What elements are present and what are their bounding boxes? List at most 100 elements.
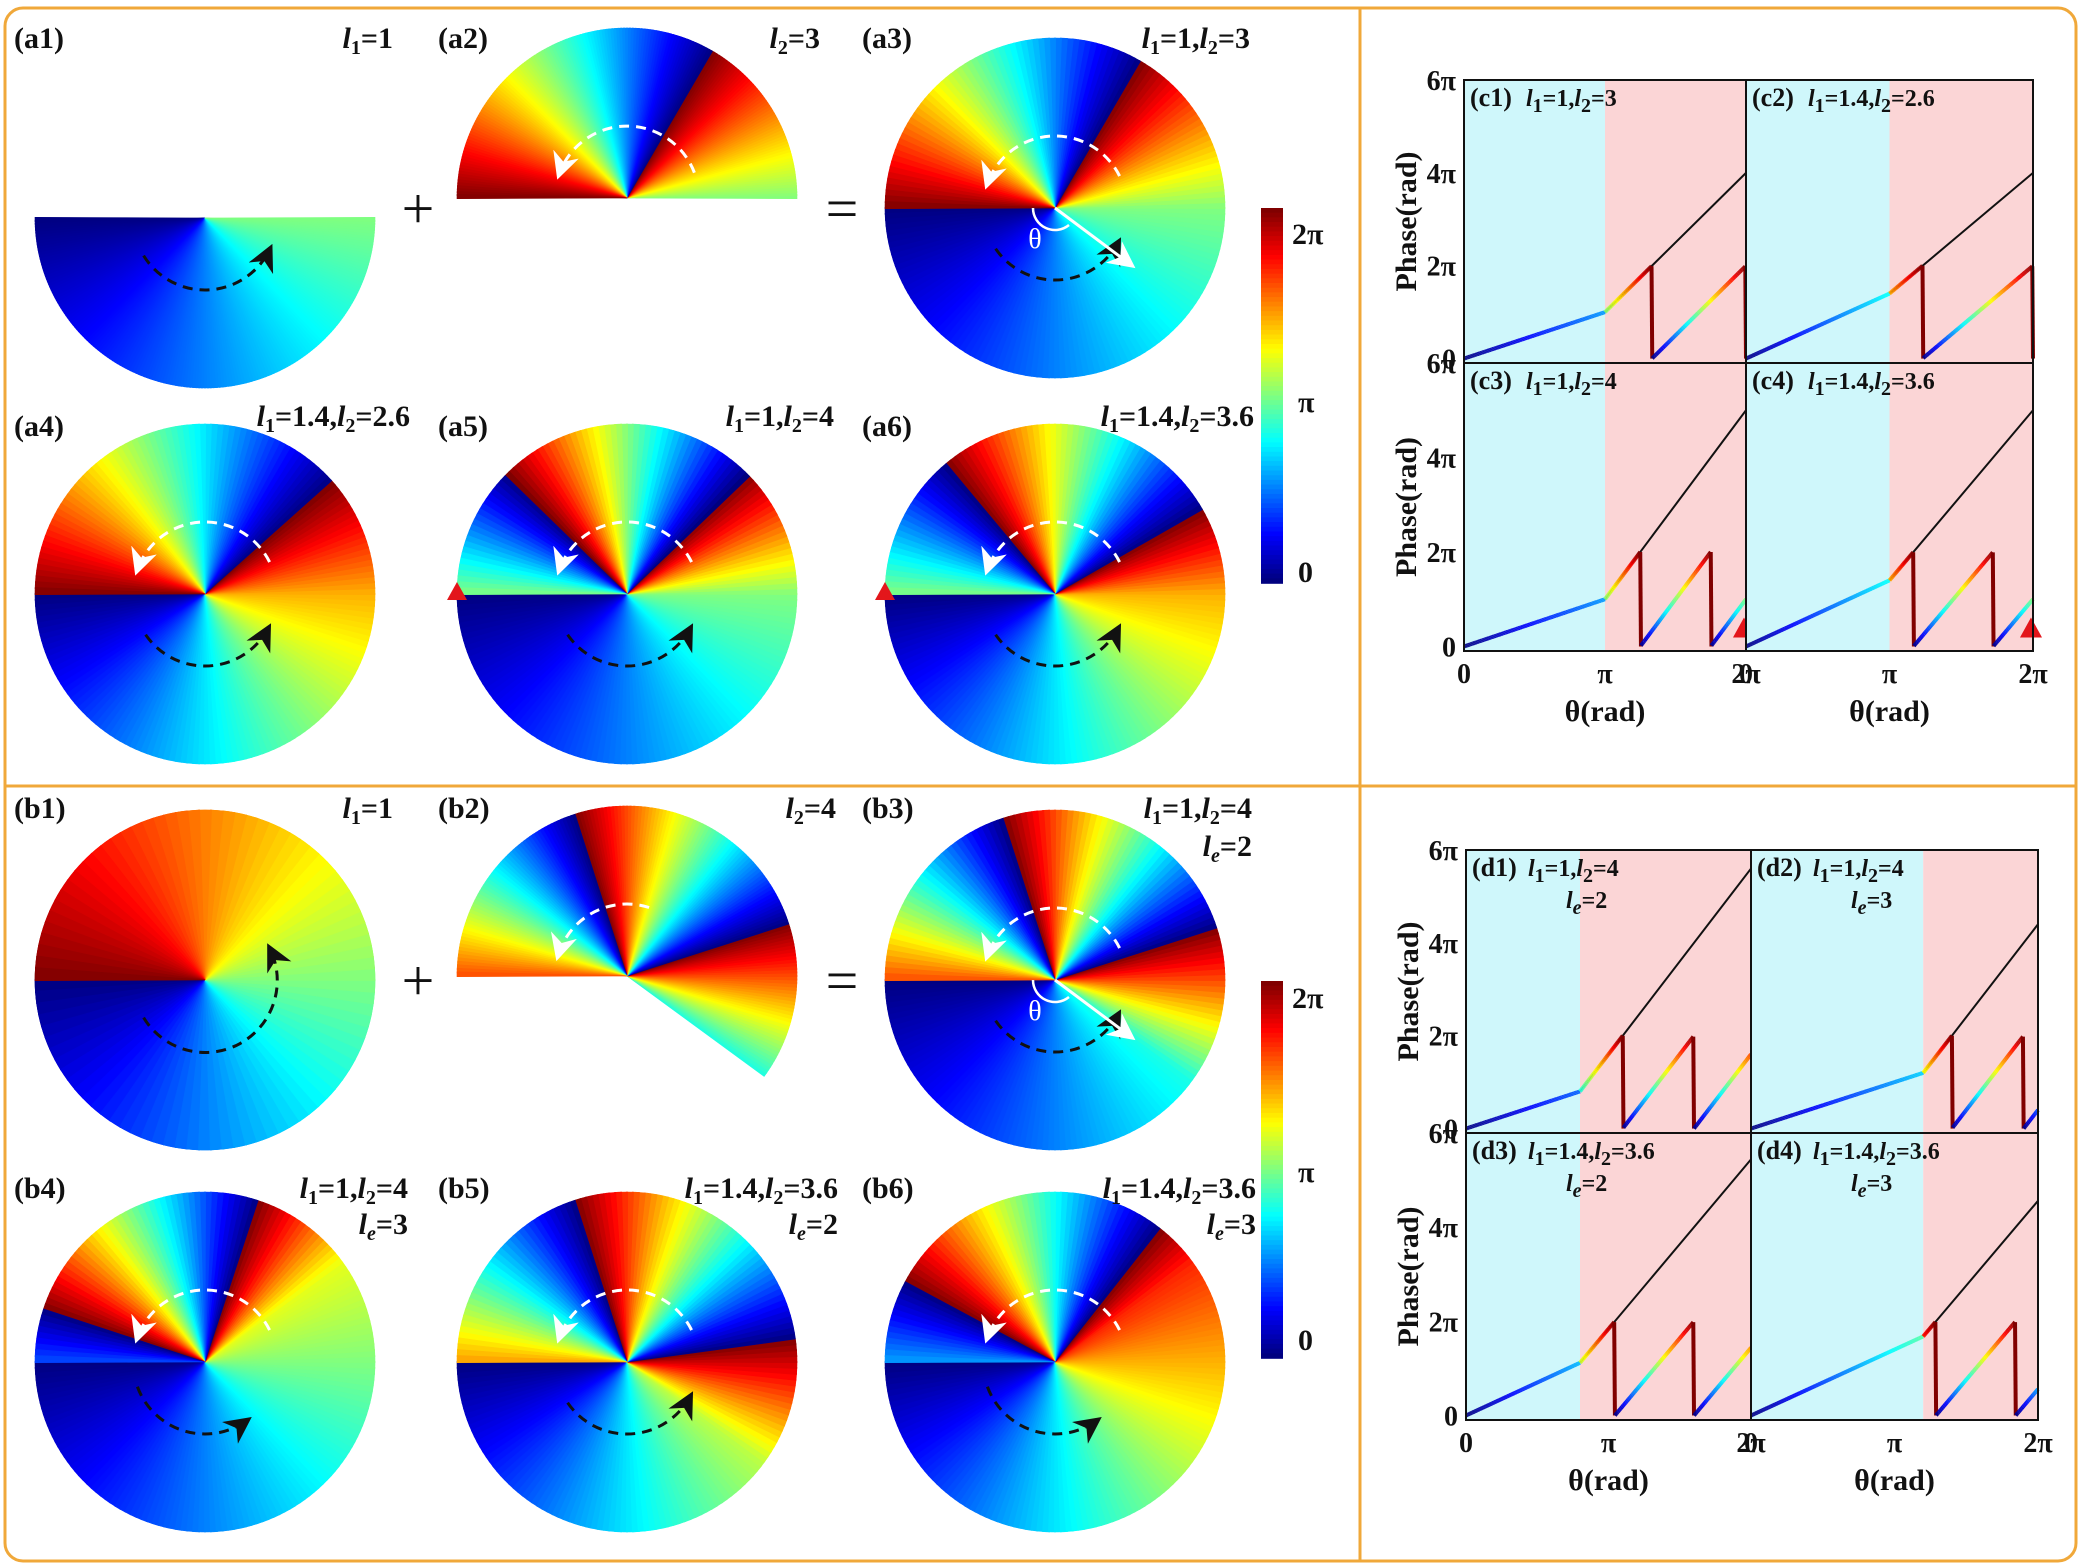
wrapped-phase-segment [1739,1065,1744,1069]
wrapped-phase-segment [1662,345,1666,349]
wrapped-phase-segment [1590,1073,1595,1077]
wrapped-phase-segment [1655,1081,1660,1086]
wrapped-phase-segment [1911,271,1916,276]
wrapped-phase-segment [1940,1046,1945,1050]
wrapped-phase-segment [1933,618,1938,622]
wrapped-phase-segment [1928,1061,1933,1065]
wrapped-phase-segment [1599,1062,1603,1066]
wrapped-phase-segment [1980,306,1985,311]
wrapped-phase-segment [1585,1079,1590,1084]
wrapped-phase-segment [1924,629,1929,633]
wrapped-phase-segment [1603,310,1608,314]
panel-label: (a2) [438,22,488,55]
wrapped-phase-segment [1690,574,1695,578]
wrapped-phase-segment [1650,356,1655,360]
wrapped-phase-segment [1975,1093,1980,1098]
wrapped-phase-segment [1697,565,1702,570]
wrapped-phase-segment [1640,641,1645,645]
colorbar-segment [1261,1292,1283,1298]
wrapped-phase-segment [1959,323,1964,328]
wrapped-phase-segment [1659,347,1664,351]
panel-params-le: le=2 [1203,830,1252,867]
wrapped-phase-segment [1898,282,1902,287]
wrapped-phase-segment [1919,635,1924,639]
colorbar-segment [1261,395,1283,401]
wrapped-phase-segment [1619,575,1624,579]
theta-label: θ [1028,224,1041,255]
wrapped-phase-segment [1670,1062,1675,1066]
wrapped-phase-segment [2016,276,2020,280]
wrapped-phase-segment [1614,298,1619,303]
wrapped-phase-segment [2013,618,2018,622]
wrapped-phase-segment [1726,280,1731,285]
wrapped-phase-segment [1672,1059,1677,1063]
wrapped-phase-segment [1701,1114,1706,1118]
wrapped-phase-segment [1938,342,1942,346]
wrapped-phase-segment [1609,589,1613,593]
panel-label: (a5) [438,410,488,443]
wrapped-phase-segment [1986,556,1991,560]
wrapped-phase-segment [1583,1082,1588,1087]
wrapped-phase-segment [1970,574,1975,579]
wrapped-phase-segment [2022,1126,2026,1130]
wrapped-phase-segment [1888,290,1893,295]
wrapped-phase-segment [1737,606,1742,610]
plus-sign-b: + [402,948,435,1013]
colorbar-segment [1261,297,1283,303]
wrapped-phase-segment [1720,1090,1725,1094]
wrapped-phase-segment [1633,1109,1638,1114]
wrapped-phase-segment [1613,582,1618,587]
wrapped-phase-segment [1741,600,1746,605]
wrapped-phase-segment [1727,1080,1732,1085]
colorbar-segment [1261,1018,1283,1025]
wrapped-phase-segment [1676,330,1681,334]
wrapped-phase-segment [2029,1116,2034,1120]
wrapped-phase-segment [1923,354,1927,359]
wrapped-phase-segment [2006,284,2010,289]
wrapped-phase-segment [1643,1096,1648,1101]
wrapped-phase-segment [1912,270,1916,275]
colorbar-segment [1261,545,1283,551]
wrapped-phase-segment [1948,600,1953,604]
wrapped-phase-segment [1926,352,1930,356]
wrapped-phase-segment [1681,325,1686,330]
wrapped-phase-segment [1661,1074,1665,1078]
wrapped-phase-segment [1592,1070,1597,1075]
wrapped-phase-segment [1623,569,1628,574]
wrapped-phase-segment [1656,1079,1661,1084]
wrapped-phase-segment [1987,1078,1992,1082]
wrapped-phase-segment [1718,289,1723,293]
wrapped-phase-segment [1622,571,1627,575]
colorbar-segment [1261,292,1283,298]
wrapped-phase-segment [1951,597,1955,602]
wrapped-phase-segment [1964,319,1969,324]
wrapped-phase-segment [1970,1100,1975,1104]
wrapped-phase-segment [1678,591,1683,595]
wrapped-phase-segment [1581,1085,1586,1089]
wrapped-phase-segment [1915,268,1919,273]
wrapped-phase-segment [1608,1050,1613,1054]
wrapped-phase-segment [1953,1122,1958,1127]
phase-wrap-jump [1649,266,1655,359]
wrapped-phase-segment [1642,271,1646,276]
colorbar-segment [1261,325,1283,331]
panel-params: l1=1,l2=4 [726,400,834,437]
wrapped-phase-segment [1991,1072,1996,1076]
wrapped-phase-segment [1669,602,1674,607]
colorbar-segment [1261,1051,1283,1058]
wrapped-phase-segment [1916,267,1921,271]
colorbar-segment [1261,1202,1283,1208]
colorbar-segment [1261,456,1283,462]
wrapped-phase-segment [2002,1058,2007,1063]
wrapped-phase-segment [1953,1121,1958,1126]
wrapped-phase-segment [1663,1071,1668,1075]
wrapped-phase-segment [1952,596,1957,600]
wrapped-phase-segment [2000,290,2004,294]
wrapped-phase-segment [1696,310,1701,315]
wrapped-phase-segment [1942,608,1947,612]
colorbar-segment [1261,1197,1283,1204]
wrapped-phase-segment [1895,285,1899,290]
wrapped-phase-segment [1723,1085,1728,1089]
wrapped-phase-segment [1982,305,1986,309]
wrapped-phase-segment [1642,639,1647,643]
